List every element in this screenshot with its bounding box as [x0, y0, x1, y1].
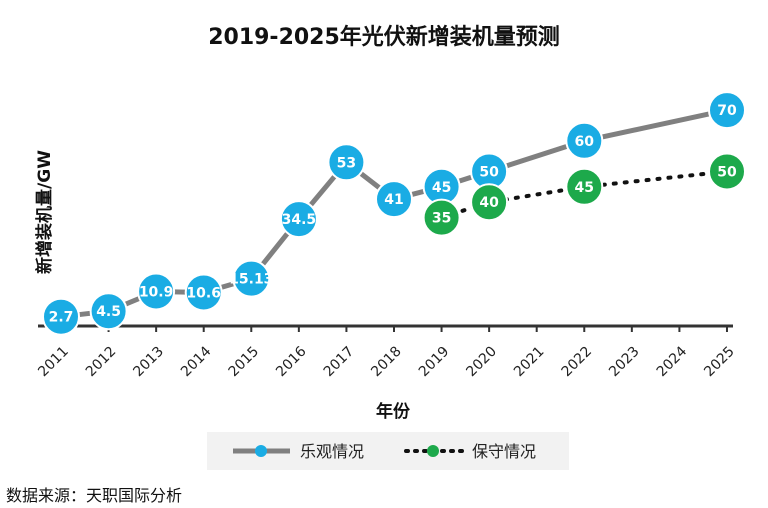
x-tick-label: 2018: [368, 344, 405, 381]
data-point: [327, 143, 366, 182]
x-tick-label: 2017: [321, 344, 358, 381]
x-tick-label: 2022: [559, 344, 596, 381]
data-label: 4.5: [96, 304, 121, 320]
x-axis-label: 年份: [376, 401, 411, 422]
x-tick-label: 2011: [35, 344, 72, 381]
x-tick-label: 2024: [654, 343, 691, 380]
x-tick-label: 2020: [463, 344, 500, 381]
data-point: [565, 121, 604, 160]
data-label: 35: [432, 211, 451, 227]
data-label: 45: [432, 180, 451, 196]
legend: 乐观情况 保守情况: [207, 432, 569, 470]
x-tick-label: 2019: [416, 344, 453, 381]
legend-label-conservative: 保守情况: [472, 442, 536, 461]
data-point: [89, 292, 128, 331]
x-tick-label: 2014: [178, 343, 215, 380]
data-label: 70: [717, 103, 737, 119]
series-line-1: [439, 169, 729, 220]
x-tick-label: 2013: [130, 344, 167, 381]
data-point: [375, 180, 413, 219]
x-tick-label: 2021: [511, 344, 548, 381]
data-label: 10.6: [186, 286, 221, 302]
data-point: [708, 152, 746, 191]
data-label: 50: [717, 165, 737, 181]
data-point: [470, 183, 509, 222]
data-label: 45: [575, 180, 594, 196]
data-point: [565, 167, 604, 206]
x-tick-label: 2015: [226, 344, 263, 381]
data-label: 41: [384, 192, 403, 208]
x-tick-label: 2023: [606, 344, 643, 381]
x-tick-label: 2012: [83, 344, 120, 381]
data-label: 34.5: [282, 212, 317, 228]
data-point: [137, 272, 176, 311]
x-tick-label: 2016: [273, 343, 310, 380]
data-point: [422, 198, 461, 237]
data-point: [184, 273, 223, 312]
data-label: 2.7: [49, 310, 74, 326]
data-point: [708, 91, 746, 130]
data-label: 50: [479, 165, 499, 181]
data-label: 53: [337, 155, 356, 171]
data-label: 10.9: [139, 285, 174, 301]
data-point: [279, 200, 318, 239]
data-label: 40: [479, 195, 499, 211]
legend-marker-conservative: [427, 445, 439, 457]
x-tick-label: 2025: [701, 344, 738, 381]
legend-label-optimistic: 乐观情况: [300, 442, 364, 461]
legend-marker-optimistic: [255, 445, 267, 457]
data-point: [42, 297, 80, 336]
source-note: 数据来源：天职国际分析: [6, 486, 183, 505]
y-axis-label: 新增装机量/GW: [34, 150, 55, 274]
chart-title: 2019-2025年光伏新增装机量预测: [208, 24, 560, 50]
data-point: [232, 259, 271, 298]
data-label: 60: [575, 134, 595, 150]
data-label: 15.13: [229, 272, 273, 288]
